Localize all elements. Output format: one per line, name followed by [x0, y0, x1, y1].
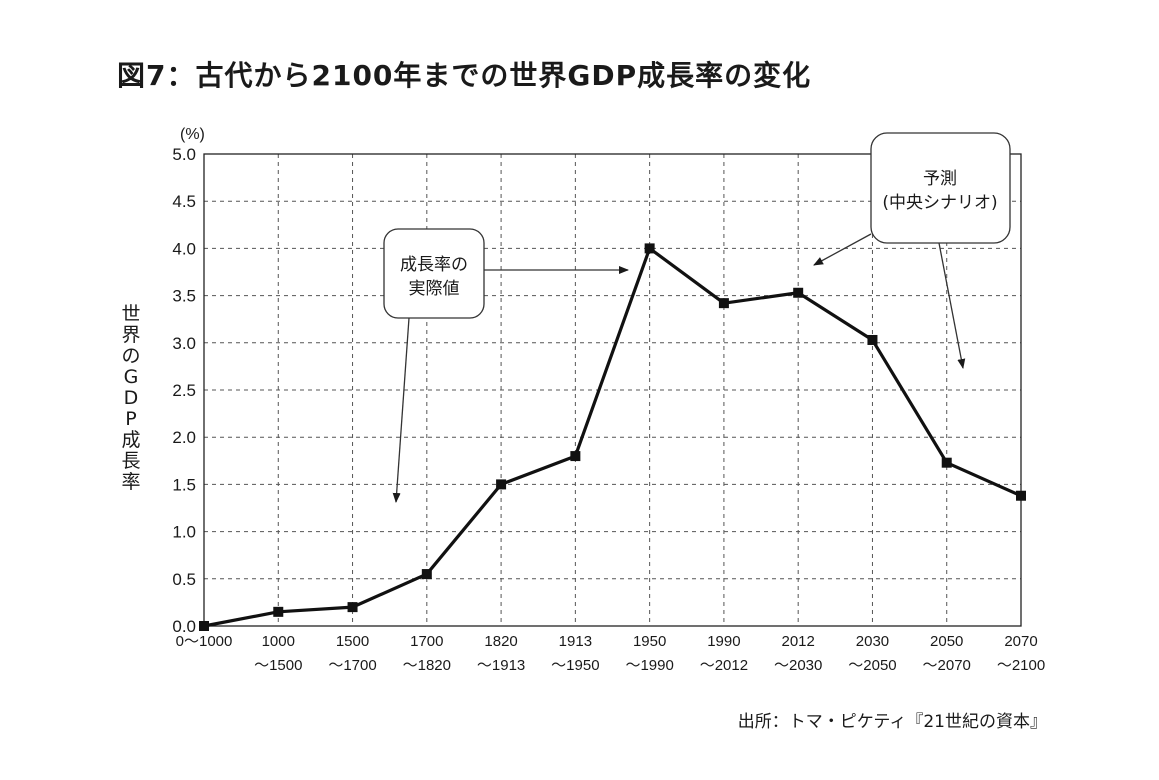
gridlines [204, 154, 1021, 626]
data-point [273, 606, 284, 617]
chart-title: 図7：古代から2100年までの世界GDP成長率の変化 [117, 59, 812, 92]
callout-actual-box [383, 228, 485, 319]
y-tick-label: 5.0 [172, 145, 196, 164]
y-axis-label-glyph: 世 [121, 303, 140, 325]
x-tick-label-line: 1820 [484, 633, 517, 650]
y-axis-label-glyph: 率 [121, 471, 140, 493]
series-line [203, 246, 1022, 628]
y-tick-label: 1.0 [172, 523, 196, 542]
x-tick-label-line: 〜2050 [848, 657, 896, 674]
x-tick-label: 0〜1000 [176, 633, 233, 650]
y-tick-label: 0.0 [172, 617, 196, 636]
data-point [793, 287, 804, 298]
x-tick-label-line: 〜2100 [997, 657, 1045, 674]
y-axis-label-glyph: の [121, 345, 140, 367]
x-tick-label-line: 1700 [410, 633, 443, 650]
x-tick-label: 1913 〜1950 [551, 633, 599, 674]
x-tick-label: 1000 〜1500 [254, 633, 302, 674]
x-tick-label-line: 〜2030 [774, 657, 822, 674]
x-tick-label-line: 2030 [856, 633, 889, 650]
y-tick-label: 2.0 [172, 428, 196, 447]
callout-forecast-arrow-down [938, 242, 966, 369]
x-tick-label-line: 〜2012 [700, 657, 748, 674]
y-axis-label-glyph: 界 [121, 324, 140, 346]
x-tick-label-line: 1000 [262, 633, 295, 650]
y-axis-label-glyph: D [124, 387, 139, 409]
y-axis-unit: (%) [180, 126, 205, 143]
data-point [644, 243, 655, 254]
callout-forecast-text: 予測 [923, 169, 957, 189]
x-tick-label-line: 〜1913 [477, 657, 525, 674]
x-tick-label: 1950 〜1990 [625, 633, 673, 674]
plot-frame [203, 153, 1022, 627]
x-tick-label: 2012 〜2030 [774, 633, 822, 674]
x-tick-label-line: 1990 [707, 633, 740, 650]
x-tick-label-line: 〜1820 [403, 657, 451, 674]
x-tick-label-line: 1913 [559, 633, 592, 650]
data-point [347, 602, 358, 613]
data-point [718, 298, 729, 309]
data-point [199, 621, 209, 631]
y-tick-label: 0.5 [172, 570, 196, 589]
x-tick-label-line: 〜1990 [625, 657, 673, 674]
x-tick-label: 2030 〜2050 [848, 633, 896, 674]
x-tick-label-line: 〜2070 [923, 657, 971, 674]
x-tick-label: 1990 〜2012 [700, 633, 748, 674]
source-citation: 出所：トマ・ピケティ『21世紀の資本』 [737, 712, 1047, 732]
callout-forecast-text: (中央シナリオ) [882, 193, 997, 213]
x-tick-label: 1500 〜1700 [328, 633, 376, 674]
callout-actual-arrow-down [392, 317, 410, 503]
x-tick-label: 1820 〜1913 [477, 633, 525, 674]
x-tick-label-line: 0〜1000 [176, 633, 233, 650]
data-point [421, 569, 432, 580]
callout-forecast-arrow-left [813, 233, 872, 266]
data-point [496, 479, 507, 490]
x-tick-label-line: 1500 [336, 633, 369, 650]
y-tick-label: 1.5 [172, 475, 196, 494]
y-axis-label-glyph: G [124, 366, 139, 388]
x-tick-label: 2050 〜2070 [923, 633, 971, 674]
x-tick-label-line: 2070 [1004, 633, 1037, 650]
x-tick-label: 1700 〜1820 [403, 633, 451, 674]
data-point [1016, 490, 1026, 501]
x-tick-label: 2070 〜2100 [997, 633, 1045, 674]
y-tick-label: 2.5 [172, 381, 196, 400]
y-axis-label-glyph: 長 [121, 450, 140, 472]
y-axis-label-glyph: 成 [121, 429, 140, 451]
x-tick-label-line: 〜1500 [254, 657, 302, 674]
x-tick-label-line: 〜1700 [328, 657, 376, 674]
y-tick-label: 4.0 [172, 239, 196, 258]
x-tick-label-line: 2050 [930, 633, 963, 650]
callout-forecast-box [870, 132, 1011, 244]
x-tick-label-line: 〜1950 [551, 657, 599, 674]
y-tick-label: 4.5 [172, 192, 196, 211]
data-point [570, 451, 581, 462]
x-tick-label-line: 1950 [633, 633, 666, 650]
y-tick-label: 3.0 [172, 334, 196, 353]
data-point [867, 334, 878, 345]
callout-actual-text: 成長率の [400, 255, 468, 275]
y-axis-label: 世界の G D P 成長率 [121, 303, 140, 493]
callout-actual-text: 実際値 [409, 279, 460, 299]
y-tick-label: 3.5 [172, 287, 196, 306]
data-point [941, 457, 952, 468]
y-axis-label-glyph: P [125, 408, 136, 430]
x-tick-label-line: 2012 [781, 633, 814, 650]
